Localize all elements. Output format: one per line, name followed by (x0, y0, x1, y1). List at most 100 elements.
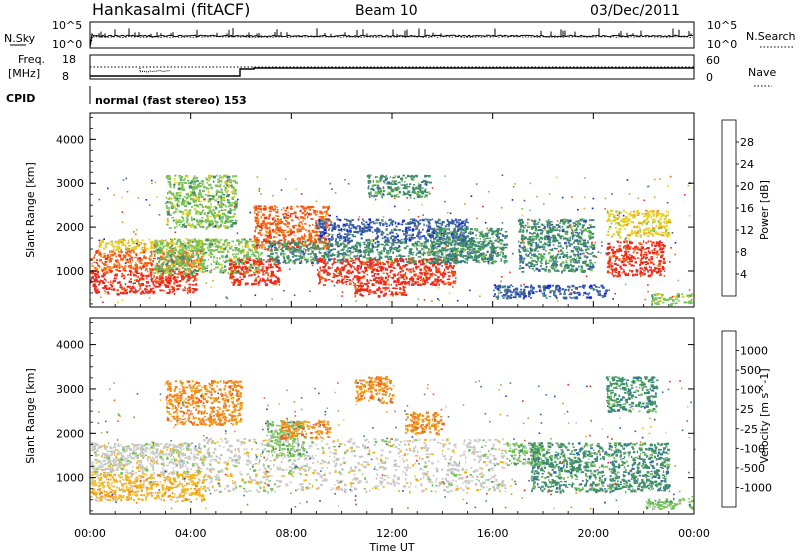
power-cell (422, 179, 427, 182)
power-cell (385, 260, 390, 263)
power-cell (138, 289, 140, 292)
power-cell (462, 256, 464, 259)
power-cell (367, 181, 371, 184)
power-cell (129, 266, 133, 269)
power-cell (260, 252, 264, 255)
power-cell (327, 251, 331, 255)
power-cell (299, 209, 302, 212)
power-cell (459, 235, 462, 238)
power-cell (498, 239, 502, 242)
power-cell (202, 209, 205, 212)
power-cell (394, 246, 397, 249)
power-cell (395, 287, 398, 290)
power-cell (218, 218, 220, 220)
power-cell (219, 213, 222, 216)
power-cell (152, 250, 156, 253)
power-cell (233, 222, 236, 225)
power-cell (188, 255, 191, 257)
power-cell (445, 249, 449, 252)
power-cell (289, 214, 292, 218)
power-cell (99, 266, 101, 269)
power-cell (231, 219, 234, 221)
power-cell (104, 271, 106, 274)
power-cell (272, 240, 276, 243)
power-cell (492, 242, 495, 244)
power-cell (434, 279, 437, 282)
power-cell (231, 186, 235, 189)
power-cell (372, 269, 376, 271)
power-cell (276, 215, 280, 217)
power-cell (125, 244, 127, 248)
power-cell (252, 252, 254, 256)
power-cell (279, 226, 281, 229)
power-cell (177, 182, 181, 185)
power-cell (399, 287, 402, 290)
power-cell (272, 282, 276, 285)
power-cell (408, 229, 412, 231)
power-cell (352, 259, 355, 261)
power-cell (123, 244, 126, 246)
power-cell (333, 227, 337, 230)
power-cell (344, 264, 347, 267)
power-cell (307, 253, 310, 255)
power-cell (439, 231, 443, 233)
power-cell (369, 289, 372, 292)
power-cell (318, 248, 321, 251)
power-cell (230, 276, 234, 278)
power-cell (210, 175, 213, 178)
power-cell (435, 221, 439, 224)
power-cell (347, 262, 350, 266)
power-cell (127, 250, 129, 252)
power-cell (174, 226, 176, 229)
power-cell (167, 281, 170, 284)
power-cell (235, 182, 238, 185)
power-cell (357, 258, 360, 261)
power-cell (246, 243, 249, 246)
power-cell (198, 213, 202, 215)
power-cell (323, 222, 326, 225)
power-cell (113, 288, 116, 291)
power-cell (336, 259, 339, 261)
power-cell (126, 253, 128, 256)
power-cell (318, 234, 321, 236)
power-cell (442, 275, 445, 277)
power-cell (185, 252, 188, 255)
power-cell (430, 268, 432, 271)
power-cell (277, 211, 279, 214)
power-cell (375, 195, 378, 197)
power-cell (336, 266, 339, 270)
power-cell (361, 229, 365, 232)
power-cell (176, 225, 178, 228)
power-cell (457, 219, 461, 221)
power-cell (125, 291, 128, 295)
power-cell (258, 229, 263, 232)
power-cell (327, 237, 331, 240)
power-cell (353, 275, 356, 278)
power-cell (213, 206, 217, 208)
power-cell (228, 268, 231, 271)
power-cell (184, 209, 187, 212)
power-cell (434, 232, 437, 235)
power-cell (348, 237, 351, 240)
power-cell (141, 274, 145, 277)
power-cell (431, 235, 434, 238)
power-cell (170, 238, 174, 241)
power-cell (490, 255, 494, 258)
power-cell (377, 235, 380, 238)
power-cell (406, 282, 409, 284)
power-cell (269, 275, 273, 278)
power-cell (340, 249, 344, 252)
power-cell (417, 234, 419, 238)
power-cell (491, 247, 495, 250)
power-cell (108, 269, 112, 271)
power-cell (219, 268, 222, 271)
power-cell (249, 238, 252, 240)
power-cell (433, 231, 435, 235)
power-cell (221, 256, 224, 259)
power-cell (359, 276, 363, 279)
power-cell (248, 267, 251, 270)
power-cell (216, 214, 219, 217)
power-cell (322, 284, 326, 286)
power-cell (426, 218, 430, 221)
power-cell (431, 243, 435, 247)
